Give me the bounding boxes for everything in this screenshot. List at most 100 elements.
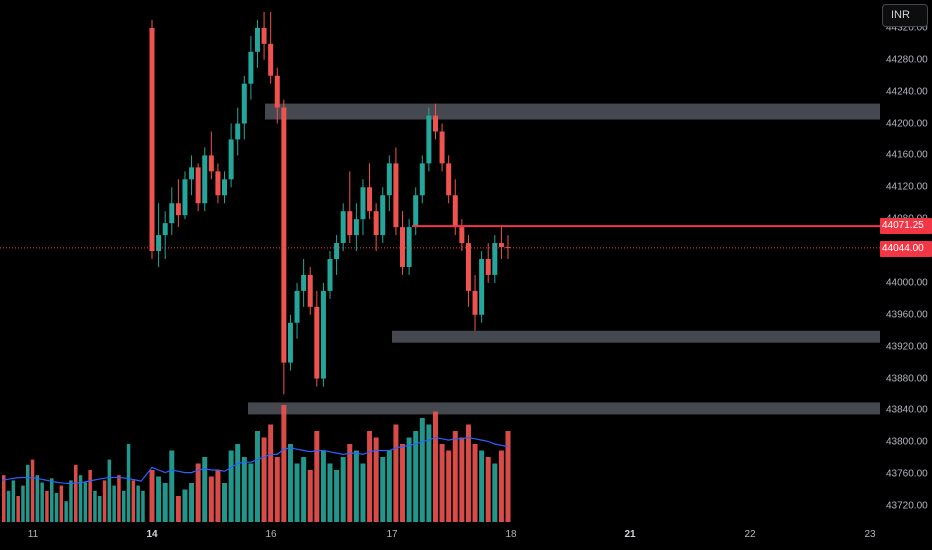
candle-body [367, 187, 373, 212]
volume-bar [149, 470, 155, 522]
volume-bar [54, 492, 59, 522]
volume-bar [45, 490, 49, 522]
volume-bar [320, 450, 326, 522]
price-tick-label: 44120.00 [886, 181, 928, 193]
volume-bar [419, 418, 425, 522]
candle-body [419, 163, 425, 196]
candle-body [439, 131, 445, 164]
volume-bar [35, 475, 40, 522]
candle-body [485, 259, 491, 275]
time-tick-label: 14 [146, 529, 158, 540]
candle-body [169, 203, 175, 224]
price-axis[interactable]: 44320.00 44280.00 44240.00 44200.00 44160.00… [880, 0, 932, 550]
price-tick-label: 43760.00 [886, 468, 928, 480]
candle-body [228, 139, 234, 180]
volume-bar [126, 444, 131, 522]
candle-body [274, 75, 280, 108]
candle-body [208, 155, 214, 172]
volume-bar [301, 457, 307, 522]
volume-bar [281, 405, 287, 522]
candle-body [222, 179, 228, 196]
volume-bar [459, 437, 465, 522]
candle-body [380, 195, 386, 236]
candle-body [162, 223, 168, 236]
volume-bar [6, 490, 11, 522]
candle-body [334, 243, 340, 260]
candle-body [347, 211, 353, 236]
price-tick-label: 44240.00 [886, 86, 928, 98]
volume-bar [492, 463, 498, 522]
volume-bar [107, 459, 112, 522]
candle-body [320, 290, 326, 379]
volume-bar [98, 496, 102, 522]
candle-body [400, 227, 406, 267]
volume-bar [439, 444, 445, 522]
volume-bar [74, 464, 78, 522]
candle-body [360, 187, 366, 220]
candle-body [446, 163, 452, 196]
volume-bar [314, 431, 320, 522]
volume-bar [162, 483, 168, 522]
volume-bar [117, 475, 121, 522]
volume-bar [122, 490, 126, 522]
price-tick-label: 44160.00 [886, 149, 928, 161]
candle-body [327, 259, 333, 291]
volume-bar [334, 470, 340, 522]
volume-bar [287, 444, 293, 522]
volume-bar [307, 470, 313, 522]
volume-bar [347, 444, 353, 522]
time-tick-label: 23 [864, 529, 876, 540]
volume-bar [40, 482, 44, 522]
candle-body [235, 123, 241, 140]
volume-bar [294, 463, 300, 522]
volume-bar [393, 424, 399, 522]
volume-bar [465, 424, 471, 522]
candle-body [406, 227, 412, 267]
volume-bar [222, 483, 228, 522]
price-tick-label: 44200.00 [886, 118, 928, 130]
time-tick-label: 16 [265, 529, 277, 540]
volume-bar [367, 431, 373, 522]
candle-body [459, 227, 465, 244]
candle-body [472, 290, 478, 315]
volume-bar [452, 431, 458, 522]
volume-bar [446, 450, 452, 522]
currency-badge[interactable]: INR [882, 4, 928, 27]
volume-bar [479, 450, 485, 522]
time-tick-label: 18 [505, 529, 517, 540]
candle-body [254, 27, 260, 52]
volume-bar [228, 450, 234, 522]
candle-body [189, 167, 195, 180]
price-tick-label: 44320.00 [886, 22, 928, 34]
zone-box [392, 330, 880, 343]
volume-bar [88, 470, 92, 522]
volume-bar [169, 450, 175, 522]
candle-body [452, 195, 458, 228]
candle-body [268, 43, 274, 76]
price-tick-label: 43720.00 [886, 500, 928, 512]
candle-body [248, 51, 254, 84]
volume-bar [189, 483, 195, 522]
volume-bar [472, 444, 478, 522]
price-tick-label: 44280.00 [886, 54, 928, 66]
candle-body [202, 155, 208, 204]
volume-bar [400, 444, 406, 522]
volume-bar [93, 490, 97, 522]
price-chart[interactable] [0, 0, 880, 522]
candle-body [373, 211, 379, 236]
candle-body [175, 203, 181, 216]
candle-body [426, 115, 432, 164]
volume-bar [432, 411, 438, 522]
volume-bar [69, 480, 73, 522]
candle-body [156, 235, 162, 252]
time-axis[interactable]: 11 14 16 17 18 21 22 23 [0, 522, 880, 550]
candle-body [301, 274, 307, 291]
candle-body [413, 195, 419, 228]
candle-body [492, 243, 498, 275]
current-price-tag: 44044.00 [880, 240, 932, 257]
volume-bar [360, 463, 366, 522]
volume-bar [11, 480, 16, 522]
volume-bar [241, 457, 247, 522]
volume-bar [141, 490, 145, 522]
volume-bar [248, 463, 254, 522]
